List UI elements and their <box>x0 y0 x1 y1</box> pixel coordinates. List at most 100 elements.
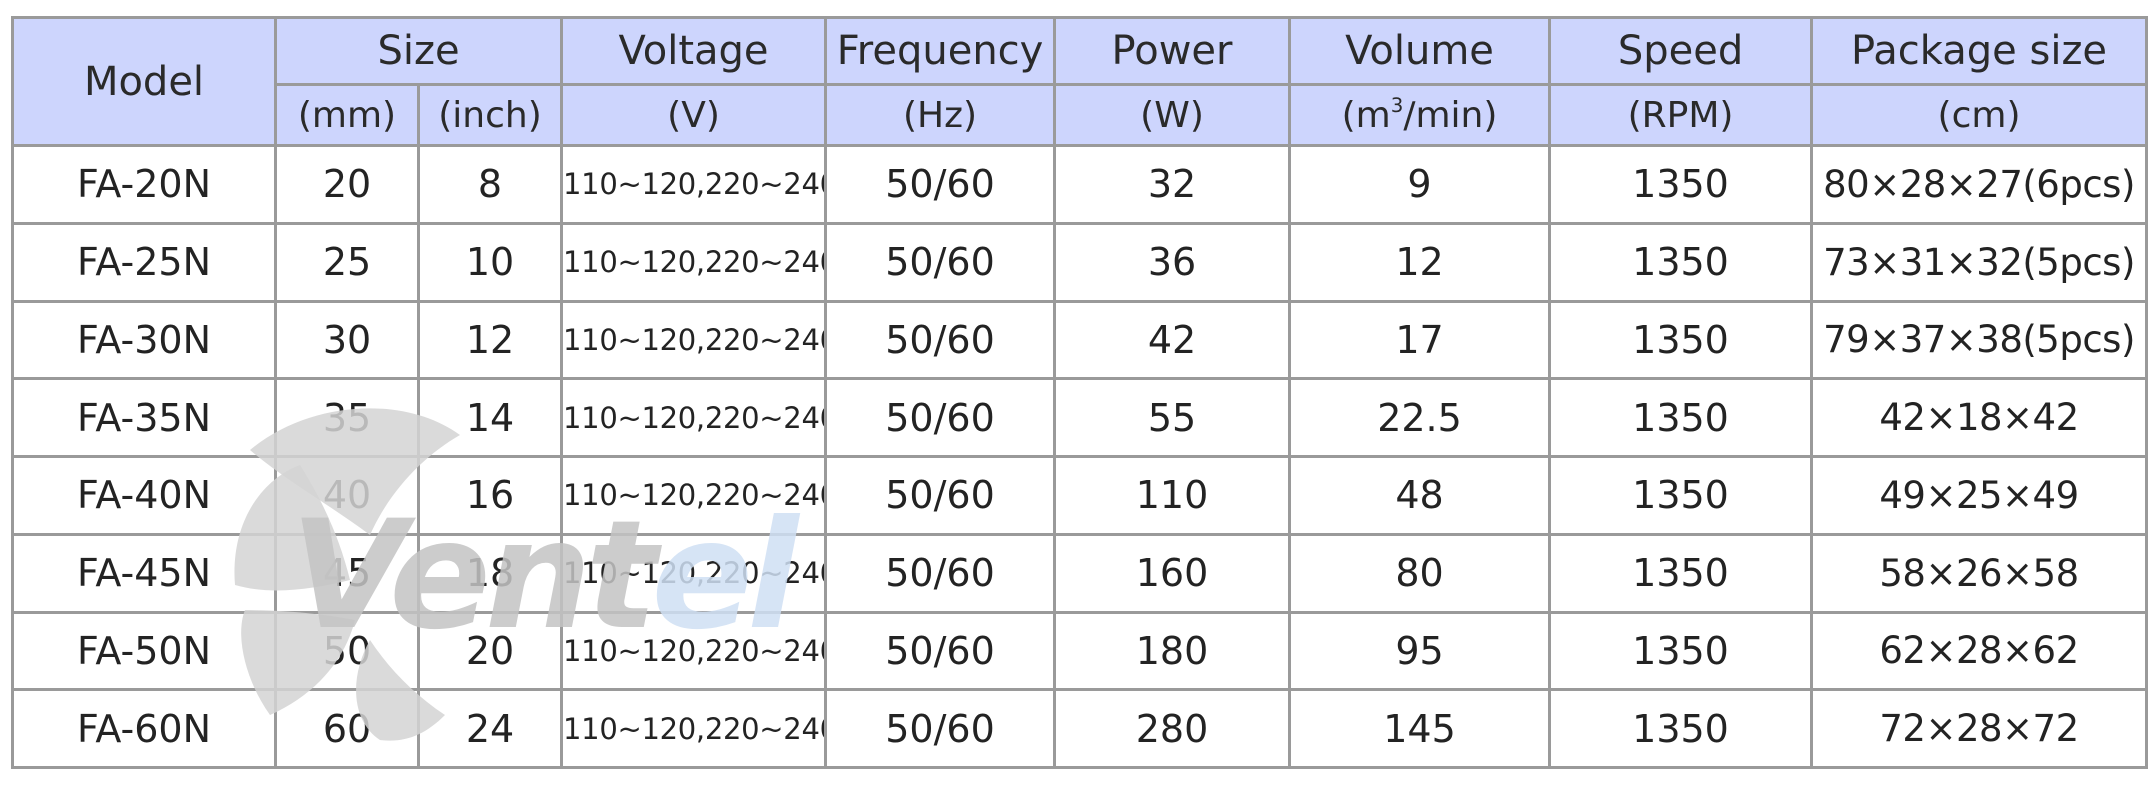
cell-voltage: 110~120,220~240 <box>560 610 828 692</box>
cell-model: FA-35N <box>11 377 277 458</box>
cell-size-inch: 8 <box>416 144 564 225</box>
cell-size-inch: 14 <box>416 377 564 458</box>
header-voltage-unit: (V) <box>560 83 828 147</box>
cell-volume: 48 <box>1288 455 1552 536</box>
cell-model: FA-50N <box>11 610 277 692</box>
cell-package: 62×28×62 <box>1810 610 2149 692</box>
cell-speed: 1350 <box>1548 377 1814 458</box>
cell-volume: 9 <box>1288 144 1552 225</box>
cell-package: 80×28×27(6pcs) <box>1810 144 2149 225</box>
cell-speed: 1350 <box>1548 532 1814 614</box>
cell-size-inch: 10 <box>416 221 564 303</box>
header-volume-unit: (m3/min) <box>1288 83 1552 147</box>
cell-size-mm: 45 <box>274 532 420 614</box>
header-frequency-unit: (Hz) <box>824 83 1057 147</box>
header-voltage: Voltage <box>560 16 828 86</box>
cell-size-mm: 30 <box>274 299 420 381</box>
table-header: Model Size Voltage Frequency Power Volum… <box>11 16 2149 147</box>
header-package: Package size <box>1810 16 2149 86</box>
cell-power: 42 <box>1053 299 1292 381</box>
cell-model: FA-40N <box>11 455 277 536</box>
table-body: FA-20N 20 8 110~120,220~240 50/60 32 9 1350 80×2… <box>11 144 2149 769</box>
cell-package: 73×31×32(5pcs) <box>1810 221 2149 303</box>
volume-unit-suffix: /min) <box>1403 94 1498 136</box>
cell-package: 79×37×38(5pcs) <box>1810 299 2149 381</box>
header-size-mm-unit: (mm) <box>274 83 420 147</box>
volume-unit-prefix: (m <box>1341 94 1391 136</box>
cell-frequency: 50/60 <box>824 688 1057 769</box>
cell-size-inch: 24 <box>416 688 564 769</box>
cell-power: 110 <box>1053 455 1292 536</box>
cell-volume: 22.5 <box>1288 377 1552 458</box>
cell-volume: 95 <box>1288 610 1552 692</box>
cell-power: 36 <box>1053 221 1292 303</box>
cell-model: FA-60N <box>11 688 277 769</box>
cell-voltage: 110~120,220~240 <box>560 688 828 769</box>
cell-speed: 1350 <box>1548 299 1814 381</box>
cell-volume: 80 <box>1288 532 1552 614</box>
header-model: Model <box>11 16 277 147</box>
header-size: Size <box>273 16 564 86</box>
cell-power: 180 <box>1053 610 1292 692</box>
cell-volume: 145 <box>1288 688 1552 769</box>
cell-frequency: 50/60 <box>824 532 1057 614</box>
cell-size-mm: 60 <box>274 688 420 769</box>
header-power-unit: (W) <box>1053 83 1292 147</box>
cell-package: 58×26×58 <box>1810 532 2149 614</box>
table-row: FA-35N 35 14 110~120,220~240 50/60 55 22.5 1350… <box>11 377 2149 458</box>
cell-size-inch: 20 <box>416 610 564 692</box>
header-speed-unit: (RPM) <box>1548 83 1814 147</box>
cell-frequency: 50/60 <box>824 377 1057 458</box>
cell-model: FA-25N <box>11 221 277 303</box>
cell-frequency: 50/60 <box>824 455 1057 536</box>
cell-speed: 1350 <box>1548 221 1814 303</box>
cell-size-mm: 35 <box>274 377 420 458</box>
cell-voltage: 110~120,220~240 <box>560 221 828 303</box>
table-row: FA-60N 60 24 110~120,220~240 50/60 280 145 1350… <box>11 688 2149 769</box>
cell-size-mm: 25 <box>274 221 420 303</box>
cell-model: FA-45N <box>11 532 277 614</box>
cell-volume: 17 <box>1288 299 1552 381</box>
cell-voltage: 110~120,220~240 <box>560 532 828 614</box>
cell-frequency: 50/60 <box>824 299 1057 381</box>
cell-model: FA-20N <box>11 144 277 225</box>
table-row: FA-50N 50 20 110~120,220~240 50/60 180 95 1350 6… <box>11 610 2149 692</box>
cell-size-inch: 16 <box>416 455 564 536</box>
cell-size-mm: 50 <box>274 610 420 692</box>
cell-volume: 12 <box>1288 221 1552 303</box>
cell-size-inch: 18 <box>416 532 564 614</box>
cell-speed: 1350 <box>1548 144 1814 225</box>
cell-frequency: 50/60 <box>824 610 1057 692</box>
cell-speed: 1350 <box>1548 688 1814 769</box>
header-volume: Volume <box>1288 16 1552 86</box>
cell-size-mm: 40 <box>274 455 420 536</box>
cell-power: 55 <box>1053 377 1292 458</box>
cell-voltage: 110~120,220~240 <box>560 299 828 381</box>
cell-package: 49×25×49 <box>1810 455 2149 536</box>
cell-model: FA-30N <box>11 299 277 381</box>
spec-table: Model Size Voltage Frequency Power Volum… <box>11 16 2149 769</box>
cell-speed: 1350 <box>1548 610 1814 692</box>
cell-voltage: 110~120,220~240 <box>560 455 828 536</box>
cell-frequency: 50/60 <box>824 221 1057 303</box>
cell-package: 42×18×42 <box>1810 377 2149 458</box>
cell-power: 160 <box>1053 532 1292 614</box>
header-row-titles: Model Size Voltage Frequency Power Volum… <box>11 16 2149 147</box>
volume-unit-superscript: 3 <box>1390 93 1404 117</box>
header-row-units: (mm) (inch) (V) (Hz) (W) (m3/min) (RPM) … <box>13 83 2149 147</box>
table-row: FA-40N 40 16 110~120,220~240 50/60 110 48 1350 4… <box>11 455 2149 536</box>
cell-frequency: 50/60 <box>824 144 1057 225</box>
cell-size-inch: 12 <box>416 299 564 381</box>
cell-voltage: 110~120,220~240 <box>560 144 828 225</box>
cell-voltage: 110~120,220~240 <box>560 377 828 458</box>
cell-power: 280 <box>1053 688 1292 769</box>
header-package-unit: (cm) <box>1810 83 2149 147</box>
table-row: FA-45N 45 18 110~120,220~240 50/60 160 80 1350 5… <box>11 532 2149 614</box>
cell-speed: 1350 <box>1548 455 1814 536</box>
cell-package: 72×28×72 <box>1810 688 2149 769</box>
table-row: FA-25N 25 10 110~120,220~240 50/60 36 12 1350 73… <box>11 221 2149 303</box>
header-size-inch-unit: (inch) <box>416 83 564 147</box>
cell-size-mm: 20 <box>274 144 420 225</box>
table-row: FA-20N 20 8 110~120,220~240 50/60 32 9 1350 80×2… <box>11 144 2149 225</box>
header-power: Power <box>1053 16 1292 86</box>
